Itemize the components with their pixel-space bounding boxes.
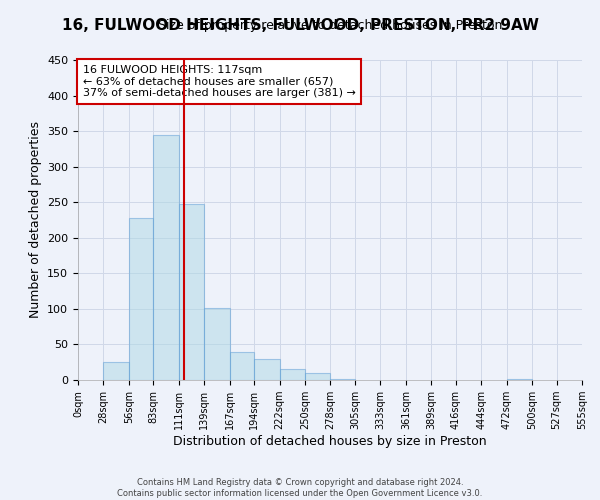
- Y-axis label: Number of detached properties: Number of detached properties: [29, 122, 41, 318]
- Bar: [129, 218, 154, 380]
- Text: 16 FULWOOD HEIGHTS: 117sqm
← 63% of detached houses are smaller (657)
37% of sem: 16 FULWOOD HEIGHTS: 117sqm ← 63% of deta…: [83, 65, 356, 98]
- Bar: [230, 352, 254, 380]
- Bar: [280, 370, 305, 380]
- Text: Contains HM Land Registry data © Crown copyright and database right 2024.
Contai: Contains HM Land Registry data © Crown c…: [118, 478, 482, 498]
- Title: Size of property relative to detached houses in Preston: Size of property relative to detached ho…: [158, 20, 502, 32]
- Bar: [305, 373, 331, 380]
- Bar: [204, 308, 230, 380]
- Bar: [103, 362, 129, 380]
- Bar: [154, 134, 179, 380]
- Text: 16, FULWOOD HEIGHTS, FULWOOD, PRESTON, PR2 9AW: 16, FULWOOD HEIGHTS, FULWOOD, PRESTON, P…: [62, 18, 539, 32]
- X-axis label: Distribution of detached houses by size in Preston: Distribution of detached houses by size …: [173, 435, 487, 448]
- Bar: [179, 204, 204, 380]
- Bar: [254, 358, 280, 380]
